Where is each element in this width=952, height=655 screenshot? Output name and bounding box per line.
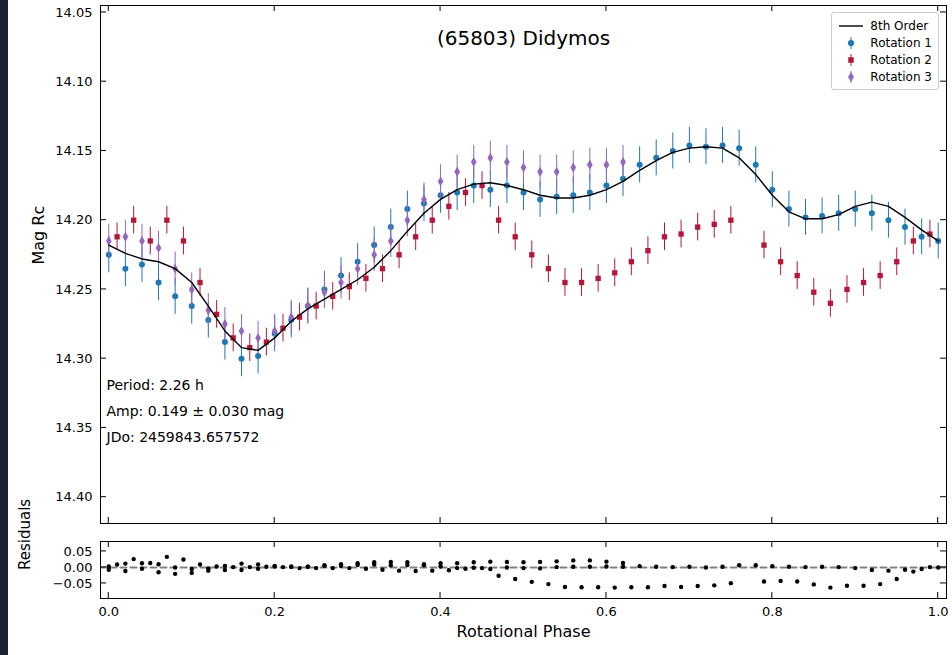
svg-text:Rotational Phase: Rotational Phase	[456, 622, 590, 641]
svg-text:0.0: 0.0	[98, 604, 119, 619]
svg-text:14.25: 14.25	[55, 282, 92, 297]
svg-text:Period: 2.26 h: Period: 2.26 h	[107, 377, 204, 393]
svg-text:0.05: 0.05	[64, 544, 93, 559]
svg-text:0.8: 0.8	[762, 604, 783, 619]
svg-text:Mag Rc: Mag Rc	[29, 206, 48, 265]
svg-text:14.40: 14.40	[55, 489, 92, 504]
html-text:Rotation 1: Rotation 1	[870, 35, 932, 50]
svg-text:14.35: 14.35	[55, 420, 92, 435]
svg-text:(65803) Didymos: (65803) Didymos	[437, 26, 610, 50]
html-text:8th Order: 8th Order	[870, 18, 929, 33]
svg-text:0.4: 0.4	[430, 604, 451, 619]
svg-text:JDo: 2459843.657572: JDo: 2459843.657572	[106, 429, 260, 445]
svg-text:0.6: 0.6	[596, 604, 617, 619]
svg-text:14.05: 14.05	[55, 5, 92, 20]
svg-text:0.00: 0.00	[64, 560, 93, 575]
svg-text:14.10: 14.10	[55, 74, 92, 89]
svg-text:−0.05: −0.05	[53, 576, 93, 591]
svg-text:Amp: 0.149 ± 0.030 mag: Amp: 0.149 ± 0.030 mag	[107, 403, 285, 419]
html-text:Rotation 3: Rotation 3	[870, 69, 932, 84]
svg-text:1.0: 1.0	[928, 604, 949, 619]
svg-text:14.20: 14.20	[55, 212, 92, 227]
svg-text:14.15: 14.15	[55, 143, 92, 158]
svg-text:0.2: 0.2	[264, 604, 285, 619]
html-text:Rotation 2: Rotation 2	[870, 52, 932, 67]
svg-text:14.30: 14.30	[55, 351, 92, 366]
svg-text:Residuals: Residuals	[16, 499, 34, 570]
